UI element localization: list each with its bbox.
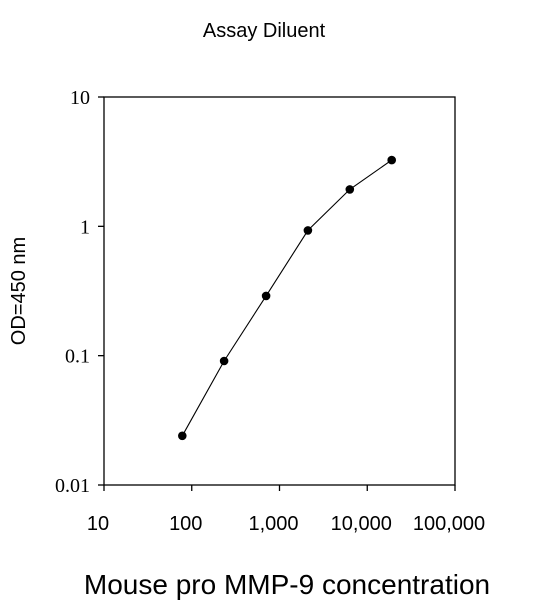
x-tick-label: 100,000 [413,513,485,535]
x-tick-label: 100 [169,513,202,535]
y-tick-label: 0.01 [55,475,90,497]
series-line [181,159,393,437]
series-layer [178,155,397,441]
y-tick-label: 10 [70,87,90,109]
data-point [261,291,271,301]
data-point [178,431,187,441]
y-axis: 0.01 0.1 1 10 [55,87,104,497]
y-tick-label: 0.1 [65,346,90,368]
x-tick-label: 1,000 [248,513,298,535]
data-point [345,185,355,194]
x-tick-label: 10,000 [331,513,392,535]
data-point [219,356,229,366]
x-tick-label: 10 [87,513,109,535]
data-point [387,155,397,165]
chart-title: Assay Diluent [203,20,326,42]
data-point [303,226,313,235]
y-tick-label: 1 [80,216,90,238]
plot-area-frame [103,96,456,486]
x-axis: 10 100 1,000 10,000 100,000 [87,485,485,535]
y-axis-label: OD=450 nm [8,237,30,345]
x-axis-label: Mouse pro MMP-9 concentration [84,569,490,600]
